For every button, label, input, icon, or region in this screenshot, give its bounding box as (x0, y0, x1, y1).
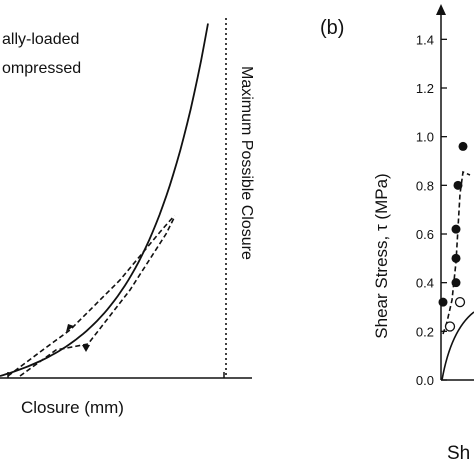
legend-line-2: ompressed (2, 60, 81, 77)
panel-b-curve (441, 311, 474, 381)
panel-b-dashed-curve (442, 170, 471, 335)
y-tick-label-group: 0.0 0.2 0.4 0.6 0.8 1.0 1.2 1.4 (416, 32, 434, 388)
arrow-head-icon (82, 345, 90, 352)
y-tick-label: 0.2 (416, 324, 434, 339)
loading-curve (0, 23, 209, 377)
y-tick-label: 0.6 (416, 227, 434, 242)
panel-a: ally-loaded ompressed Maximum Possible C… (0, 18, 255, 417)
panel-b-x-label: Sh (447, 443, 470, 464)
reloading-curve (19, 215, 176, 377)
panel-b: (b) 0.0 0.2 0.4 0.6 0.8 1.0 1.2 1.4 Shear Stres… (320, 4, 474, 464)
data-points (438, 141, 468, 332)
legend-line-1: ally-loaded (2, 31, 79, 48)
filled-data-point (451, 224, 461, 234)
y-tick-label: 1.0 (416, 130, 434, 145)
unloading-curve (7, 215, 175, 377)
panel-a-x-label: Closure (mm) (21, 398, 124, 417)
filled-data-point (453, 180, 463, 190)
y-tick-label: 0.8 (416, 178, 434, 193)
y-tick-label: 0.4 (416, 276, 434, 291)
filled-data-point (451, 278, 461, 288)
panel-b-label: (b) (320, 17, 344, 39)
y-tick-label: 1.2 (416, 81, 434, 96)
filled-data-point (458, 141, 468, 151)
filled-data-point (438, 297, 448, 307)
y-tick-group (441, 38, 447, 381)
open-data-point (454, 296, 466, 308)
y-tick-label: 1.4 (416, 32, 434, 47)
y-axis-arrow-icon (436, 4, 446, 15)
panel-b-y-label: Shear Stress, τ (MPa) (372, 173, 391, 338)
y-tick-label: 0.0 (416, 373, 434, 388)
max-closure-annotation: Maximum Possible Closure (238, 66, 255, 260)
filled-data-point (451, 253, 461, 263)
arrow-head-icon (66, 324, 74, 332)
open-data-point (444, 321, 456, 332)
